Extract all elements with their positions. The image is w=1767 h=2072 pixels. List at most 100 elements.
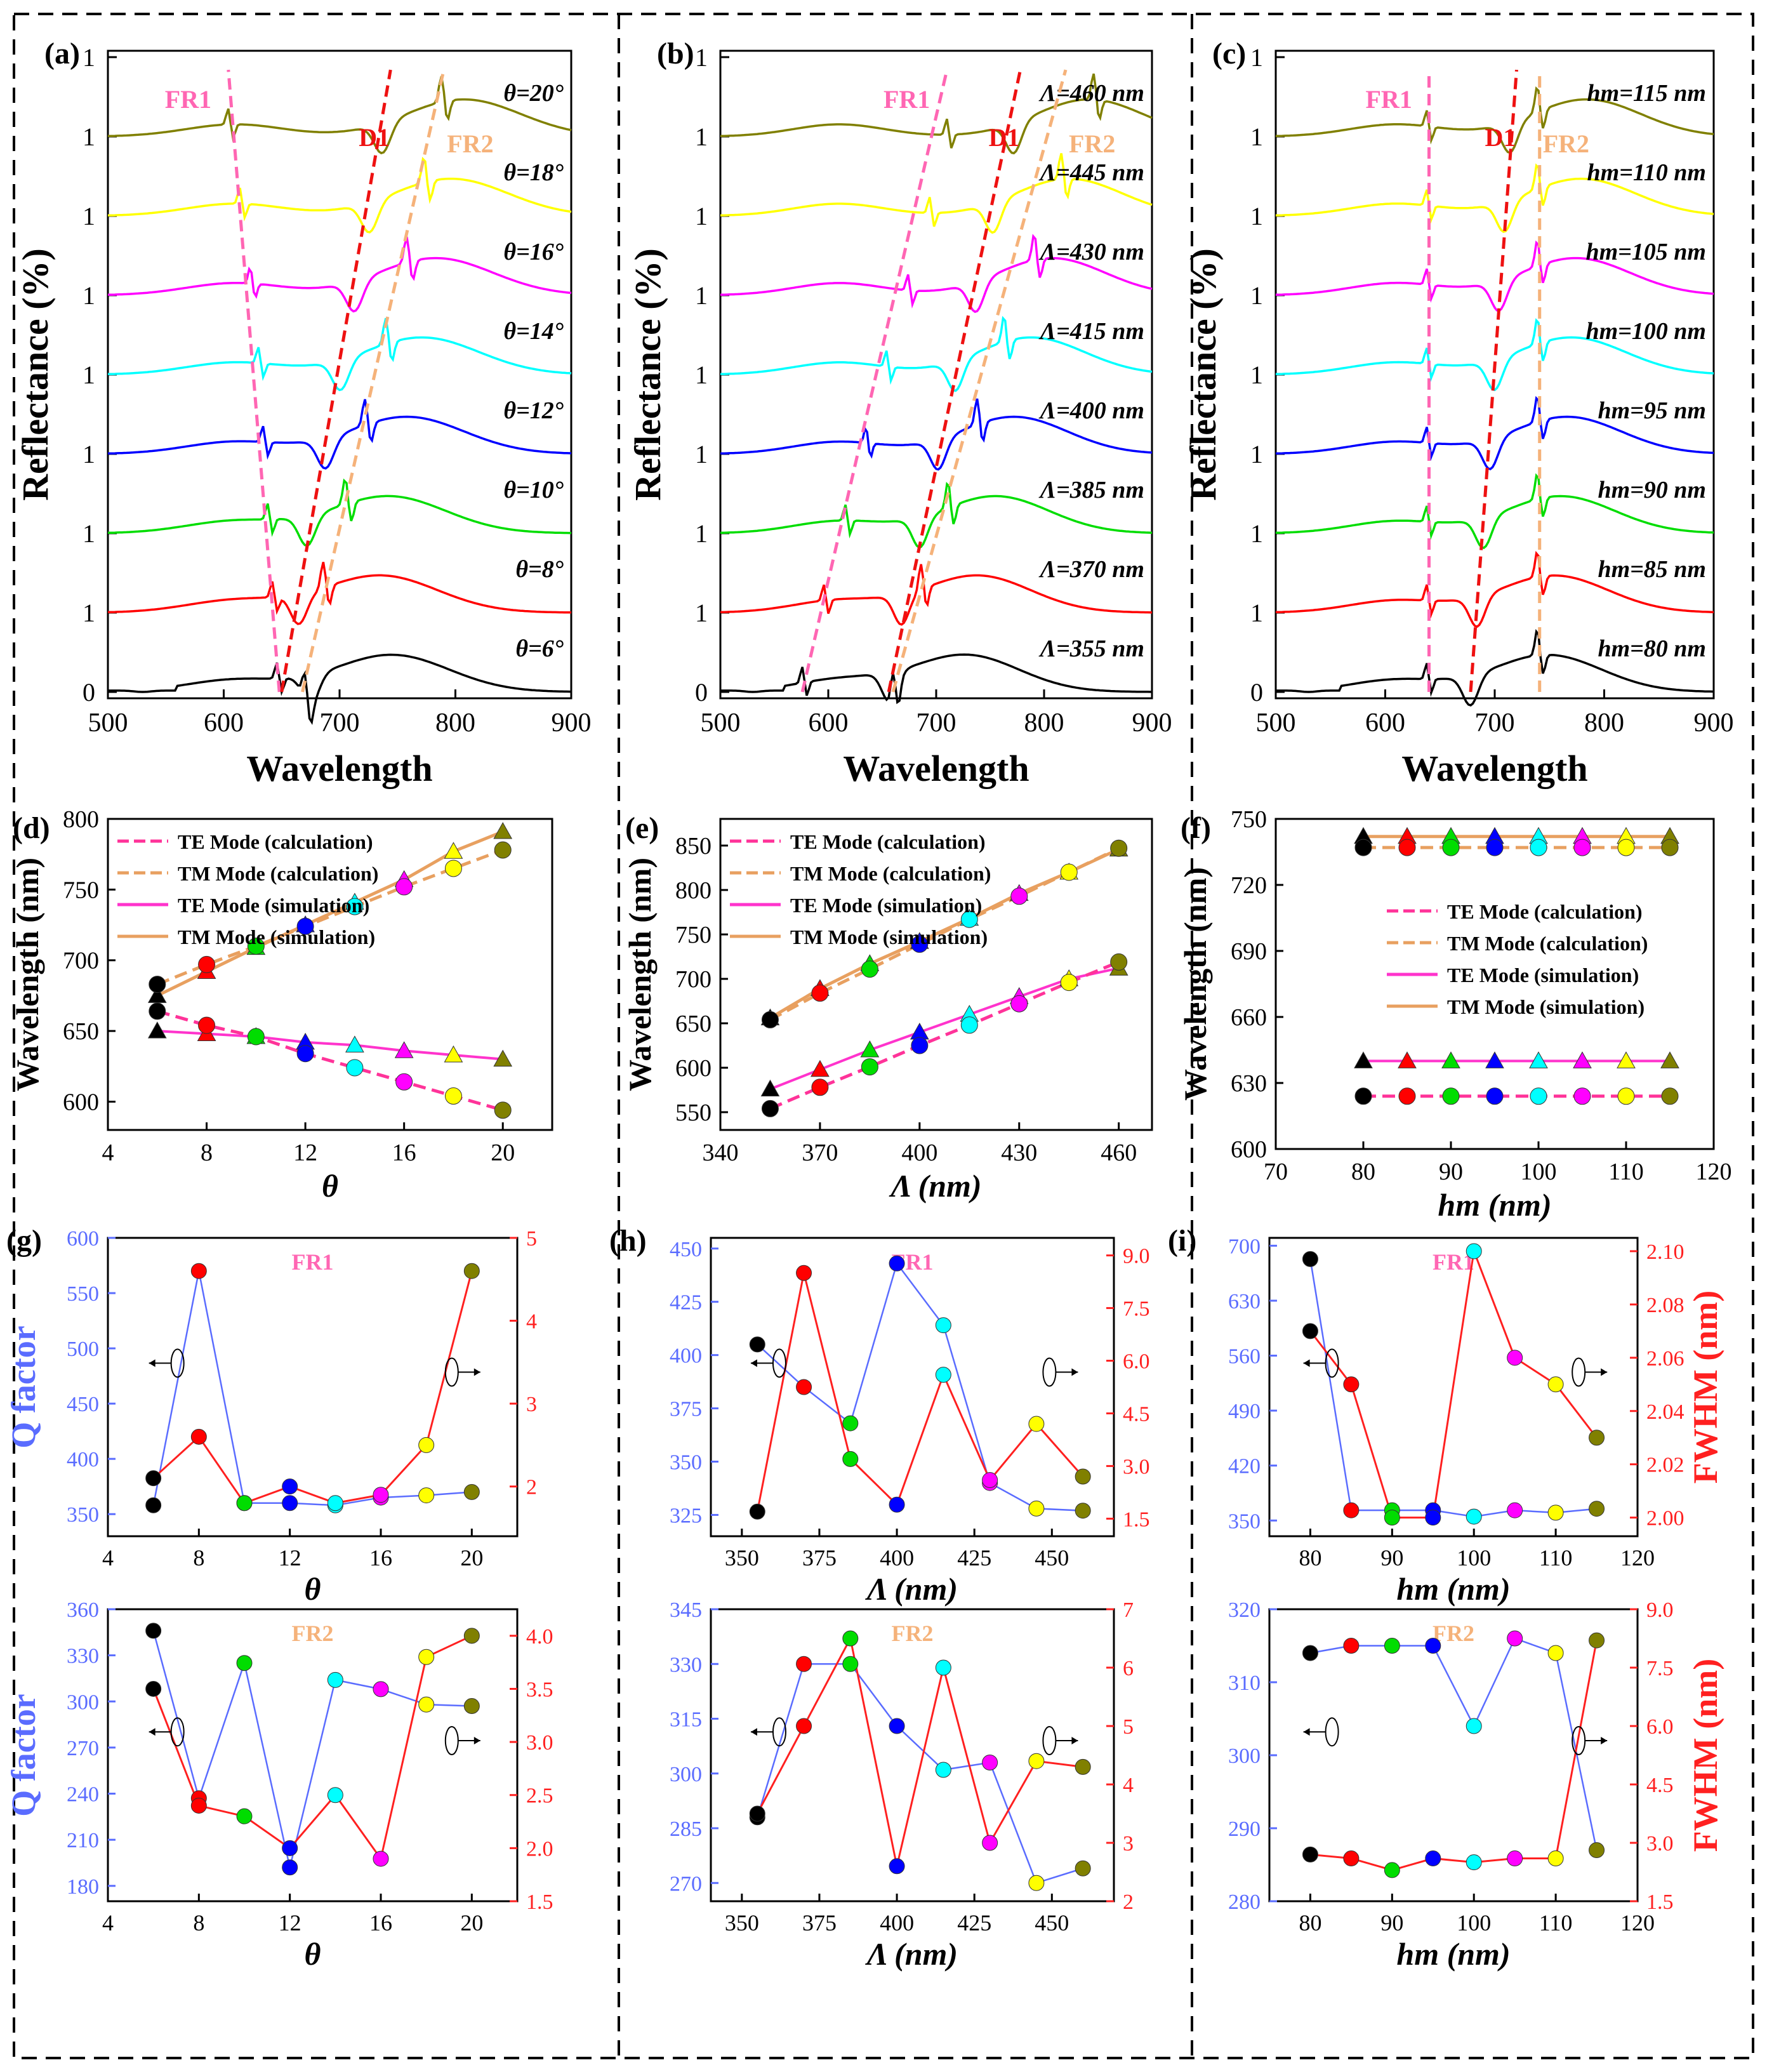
series-label: Λ=355 nm	[1038, 635, 1144, 662]
q-point	[1547, 1504, 1564, 1521]
triangle-marker	[860, 1040, 880, 1058]
triangle-marker	[147, 1021, 167, 1039]
fwhm-point	[1028, 1416, 1045, 1432]
y2-tick-label: 4	[1123, 1774, 1134, 1797]
y-tick-label: 700	[675, 966, 711, 993]
axis-indicator-head	[750, 1728, 757, 1736]
panel-e: 340 370 400 430 460 550 600 650 700 750 800 850 Λ (n…	[622, 811, 1153, 1204]
series-label: θ=14°	[503, 318, 564, 345]
y2-tick-label: 2.5	[526, 1784, 553, 1808]
x-tick-label: 400	[901, 1139, 937, 1166]
y-tick-label: 630	[1228, 1290, 1261, 1313]
y2-axis-label: FWHM (nm)	[1686, 1291, 1724, 1484]
series-label: hm=105 nm	[1585, 239, 1706, 265]
x-tick-label: 100	[1457, 1910, 1491, 1936]
y-tick-label: 325	[670, 1504, 702, 1527]
x-tick-label: 70	[1264, 1159, 1288, 1185]
axis-indicator-oval	[772, 1348, 786, 1378]
y-tick-label: 210	[67, 1829, 99, 1852]
triangle-marker	[345, 1035, 364, 1053]
y-tick-label: 490	[1228, 1400, 1261, 1423]
x-axis-label: Wavelength	[843, 748, 1029, 789]
y-tick-label: 1	[83, 361, 95, 389]
x-axis-label: hm (nm)	[1438, 1187, 1551, 1223]
ball-marker	[444, 1087, 462, 1105]
triangle-marker	[1529, 1051, 1548, 1068]
y-tick-label: 1	[695, 519, 708, 548]
ball-marker	[1573, 1087, 1591, 1105]
panel-label: (d)	[13, 811, 50, 845]
fwhm-point	[463, 1263, 480, 1279]
x-tick-label: 100	[1457, 1545, 1491, 1571]
q-line	[152, 1270, 472, 1506]
plot-frame	[1268, 1608, 1639, 1903]
y2-tick-label: 2.0	[526, 1837, 553, 1861]
panel-label: (f)	[1181, 811, 1211, 845]
series-label: Λ=430 nm	[1038, 239, 1144, 265]
y-tick-label: 350	[67, 1503, 99, 1527]
q-line	[757, 1663, 1083, 1884]
x-tick-label: 4	[102, 1139, 114, 1166]
ball-marker	[1110, 953, 1128, 971]
ball-marker	[1354, 1087, 1372, 1105]
ball-marker	[444, 860, 462, 877]
ball-marker	[1486, 839, 1504, 856]
x-tick-label: 120	[1696, 1159, 1732, 1185]
fwhm-point	[1343, 1376, 1360, 1393]
triangle-marker	[1573, 1051, 1592, 1068]
y-tick-label: 1	[83, 123, 95, 151]
spectrum-curve	[720, 73, 1153, 155]
y-tick-label: 600	[675, 1055, 711, 1082]
panel-label: (c)	[1212, 37, 1246, 70]
x-tick-label: 110	[1539, 1910, 1573, 1936]
y-tick-label: 425	[670, 1291, 702, 1315]
q-line	[1310, 1637, 1598, 1850]
fwhm-point	[796, 1265, 812, 1281]
fwhm-point	[749, 1503, 765, 1520]
y-tick-label: 1	[83, 202, 95, 230]
y-tick-label: 1	[695, 202, 708, 230]
plot-frame	[1268, 1237, 1639, 1537]
y2-tick-label: 1.5	[1646, 1890, 1674, 1914]
y2-tick-label: 3.0	[526, 1731, 553, 1755]
d1-label: D1	[1485, 123, 1516, 152]
q-line	[757, 1261, 1083, 1511]
y-tick-label: 280	[1228, 1890, 1261, 1914]
x-tick-label: 400	[880, 1910, 914, 1936]
d1-label: D1	[989, 123, 1020, 152]
y-tick-label: 285	[670, 1817, 702, 1841]
plot-frame	[719, 818, 1153, 1131]
q-point	[418, 1696, 435, 1713]
q-point	[282, 1495, 298, 1511]
y-tick-label: 270	[670, 1872, 702, 1896]
fwhm-point	[236, 1495, 253, 1511]
y-tick-label: 750	[675, 922, 711, 948]
y2-axis-label: FWHM (nm)	[1686, 1659, 1724, 1852]
plot-frame	[107, 818, 553, 1131]
series-label: Λ=460 nm	[1038, 80, 1144, 107]
x-tick-label: 90	[1439, 1159, 1463, 1185]
y2-tick-label: 6.0	[1646, 1715, 1674, 1739]
x-tick-label: 375	[802, 1545, 837, 1571]
series-label: Λ=400 nm	[1038, 397, 1144, 424]
x-axis-label: Wavelength	[1401, 748, 1587, 789]
x-tick-label: 100	[1521, 1159, 1557, 1185]
y-tick-label: 800	[675, 877, 711, 904]
q-point	[373, 1681, 389, 1697]
series-label: Λ=370 nm	[1038, 556, 1144, 583]
triangle-marker	[493, 822, 513, 839]
ball-marker	[1486, 1087, 1504, 1105]
ball-marker	[811, 1079, 829, 1096]
axis-indicator-oval	[1042, 1357, 1057, 1387]
x-axis-label: θ	[305, 1936, 321, 1972]
y2-tick-label: 2	[526, 1476, 537, 1499]
legend-entry: TE Mode (calculation)	[178, 830, 373, 853]
ball-marker	[1573, 839, 1591, 856]
fwhm-point	[842, 1451, 859, 1467]
spectrum-curve	[1276, 163, 1714, 234]
spectrum-curve	[108, 653, 572, 725]
y-tick-label: 600	[1231, 1136, 1267, 1163]
triangle-marker	[444, 1045, 463, 1063]
y2-tick-label: 7.5	[1646, 1657, 1674, 1680]
triangle-marker	[811, 1059, 830, 1077]
